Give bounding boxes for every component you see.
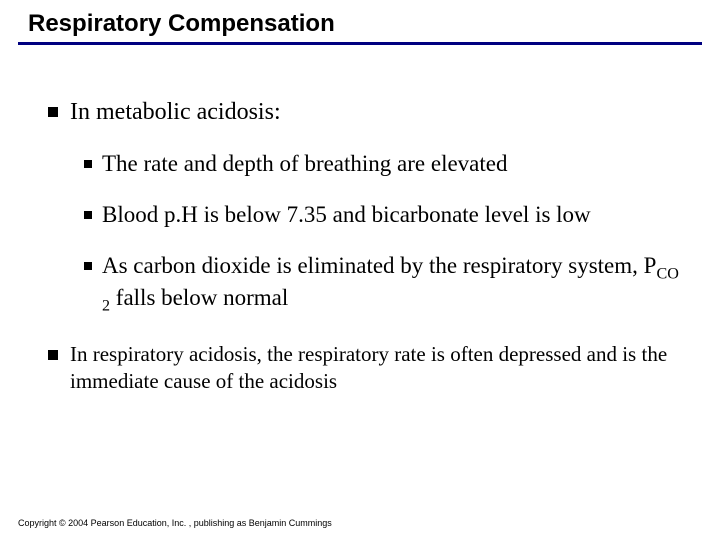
bullet-text: The rate and depth of breathing are elev… [102,150,508,179]
copyright-footer: Copyright © 2004 Pearson Education, Inc.… [18,518,332,528]
bullet-icon [48,350,58,360]
bullet-text: In metabolic acidosis: [70,97,281,128]
bullet-icon [48,107,58,117]
bullet-icon [84,160,92,168]
list-item: Blood p.H is below 7.35 and bicarbonate … [84,201,680,230]
page-title: Respiratory Compensation [28,10,720,38]
bullet-text: As carbon dioxide is eliminated by the r… [102,252,680,317]
bullet-icon [84,211,92,219]
bullet-text: Blood p.H is below 7.35 and bicarbonate … [102,201,591,230]
list-item: As carbon dioxide is eliminated by the r… [84,252,680,317]
text-fragment: falls below normal [110,285,288,310]
list-item: In metabolic acidosis: [48,97,680,128]
list-item: The rate and depth of breathing are elev… [84,150,680,179]
bullet-text: In respiratory acidosis, the respiratory… [70,341,680,396]
text-fragment: As carbon dioxide is eliminated by the r… [102,253,656,278]
content-area: In metabolic acidosis: The rate and dept… [0,45,720,396]
bullet-icon [84,262,92,270]
list-item: In respiratory acidosis, the respiratory… [48,341,680,396]
